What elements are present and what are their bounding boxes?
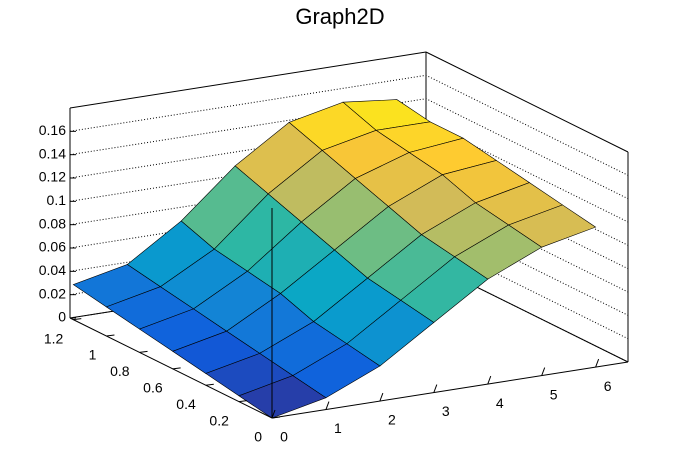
x-tick [595,358,600,368]
y-tick [139,350,148,353]
x-tick [541,367,546,376]
grid-line [69,98,629,200]
x-tick-label: 1 [334,420,342,436]
x-tick-label: 5 [550,386,558,402]
z-tick-label: 0.14 [39,145,66,161]
x-axis [271,361,629,419]
x-tick-label: 4 [496,395,504,411]
z-tick-label: 0.06 [39,239,66,255]
y-tick [73,318,82,321]
box-edge [425,51,629,153]
x-tick-label: 3 [442,403,450,419]
y-tick [106,334,115,337]
x-tick [379,392,384,402]
y-tick [271,416,281,419]
x-tick [325,401,330,410]
y-tick [238,400,247,403]
y-tick-label: 0.4 [176,396,196,412]
z-tick-label: 0 [58,309,66,325]
y-tick-label: 0.8 [110,363,130,379]
z-tick-label: 0.08 [39,215,66,231]
z-tick-label: 0.16 [39,122,66,138]
y-tick-label: 1 [89,347,97,363]
y-tick-label: 0 [254,429,262,445]
y-tick-label: 1.2 [44,330,64,346]
box-edge [69,51,427,109]
y-tick-label: 0.2 [209,412,229,428]
x-tick [271,409,276,419]
x-tick-label: 2 [388,412,396,428]
z-tick-label: 0.12 [39,169,66,185]
x-tick-label: 6 [604,378,612,394]
y-tick-label: 0.6 [143,380,163,396]
grid-line [69,74,629,176]
y-tick [172,367,181,370]
x-tick [433,384,438,393]
z-tick-label: 0.02 [39,285,66,301]
x-tick [487,375,492,385]
y-tick [205,383,214,386]
z-tick-label: 0.1 [47,192,67,208]
y-axis [69,317,273,419]
chart-title: Graph2D [295,4,384,29]
x-tick-label: 0 [280,429,288,445]
surface-cell [238,375,327,419]
z-tick-label: 0.04 [39,262,66,278]
